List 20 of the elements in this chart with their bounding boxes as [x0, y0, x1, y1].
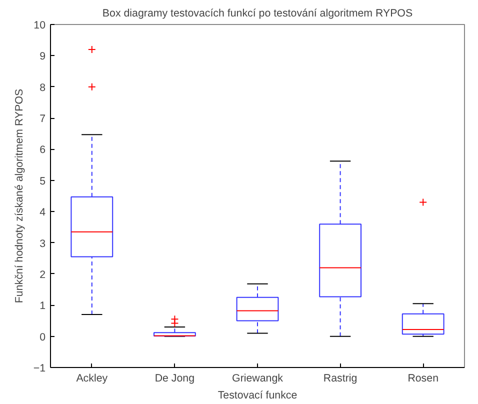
- y-tick-label: 1: [40, 300, 46, 312]
- y-tick-label: 8: [40, 82, 46, 94]
- chart-title: Box diagramy testovacích funkcí po testování algoritmem RYPOS: [102, 8, 413, 20]
- y-axis-title: Funkční hodnoty získané algoritmem RYPOS: [13, 88, 26, 304]
- x-tick-label: De Jong: [154, 372, 195, 384]
- y-tick-label: 9: [40, 50, 46, 63]
- y-tick-label: 7: [40, 113, 46, 126]
- y-tick-label: 2: [40, 268, 46, 281]
- x-tick-label: Griewangk: [232, 372, 284, 384]
- x-tick-label: Rosen: [408, 372, 439, 384]
- x-tick-label: Ackley: [76, 372, 108, 384]
- x-axis-title: Testovací funkce: [218, 390, 298, 402]
- y-tick-label: 4: [40, 206, 46, 219]
- y-tick-label: 5: [40, 175, 46, 188]
- y-tick-label: 6: [40, 144, 46, 156]
- y-tick-label: −1: [33, 362, 46, 374]
- y-tick-label: 10: [34, 20, 46, 32]
- y-tick-label: 3: [40, 238, 46, 250]
- y-tick-label: 0: [40, 331, 46, 344]
- x-tick-label: Rastrig: [323, 372, 358, 384]
